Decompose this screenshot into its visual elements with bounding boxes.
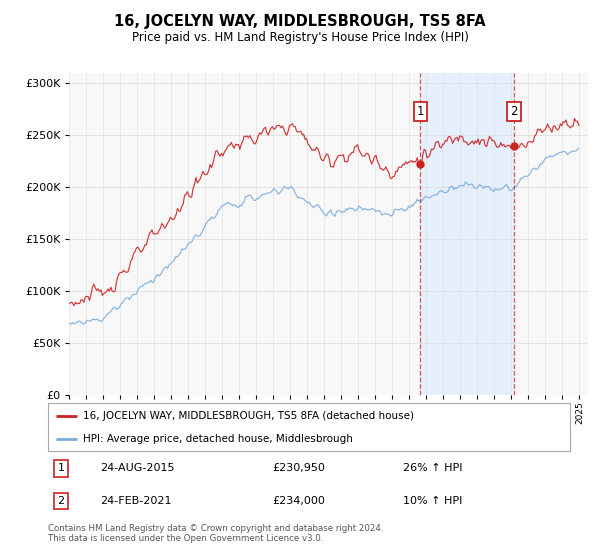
- Text: £234,000: £234,000: [272, 496, 325, 506]
- Text: 2: 2: [510, 105, 518, 118]
- Text: 24-FEB-2021: 24-FEB-2021: [100, 496, 172, 506]
- Text: 1: 1: [416, 105, 424, 118]
- Text: 16, JOCELYN WAY, MIDDLESBROUGH, TS5 8FA: 16, JOCELYN WAY, MIDDLESBROUGH, TS5 8FA: [114, 14, 486, 29]
- Text: 26% ↑ HPI: 26% ↑ HPI: [403, 464, 463, 473]
- Text: 16, JOCELYN WAY, MIDDLESBROUGH, TS5 8FA (detached house): 16, JOCELYN WAY, MIDDLESBROUGH, TS5 8FA …: [83, 411, 415, 421]
- Text: 24-AUG-2015: 24-AUG-2015: [100, 464, 175, 473]
- Text: 2: 2: [58, 496, 65, 506]
- Text: 1: 1: [58, 464, 65, 473]
- Text: HPI: Average price, detached house, Middlesbrough: HPI: Average price, detached house, Midd…: [83, 434, 353, 444]
- Text: £230,950: £230,950: [272, 464, 325, 473]
- Bar: [421, 73, 514, 395]
- Text: 10% ↑ HPI: 10% ↑ HPI: [403, 496, 463, 506]
- Text: Price paid vs. HM Land Registry's House Price Index (HPI): Price paid vs. HM Land Registry's House …: [131, 31, 469, 44]
- Text: Contains HM Land Registry data © Crown copyright and database right 2024.
This d: Contains HM Land Registry data © Crown c…: [48, 524, 383, 543]
